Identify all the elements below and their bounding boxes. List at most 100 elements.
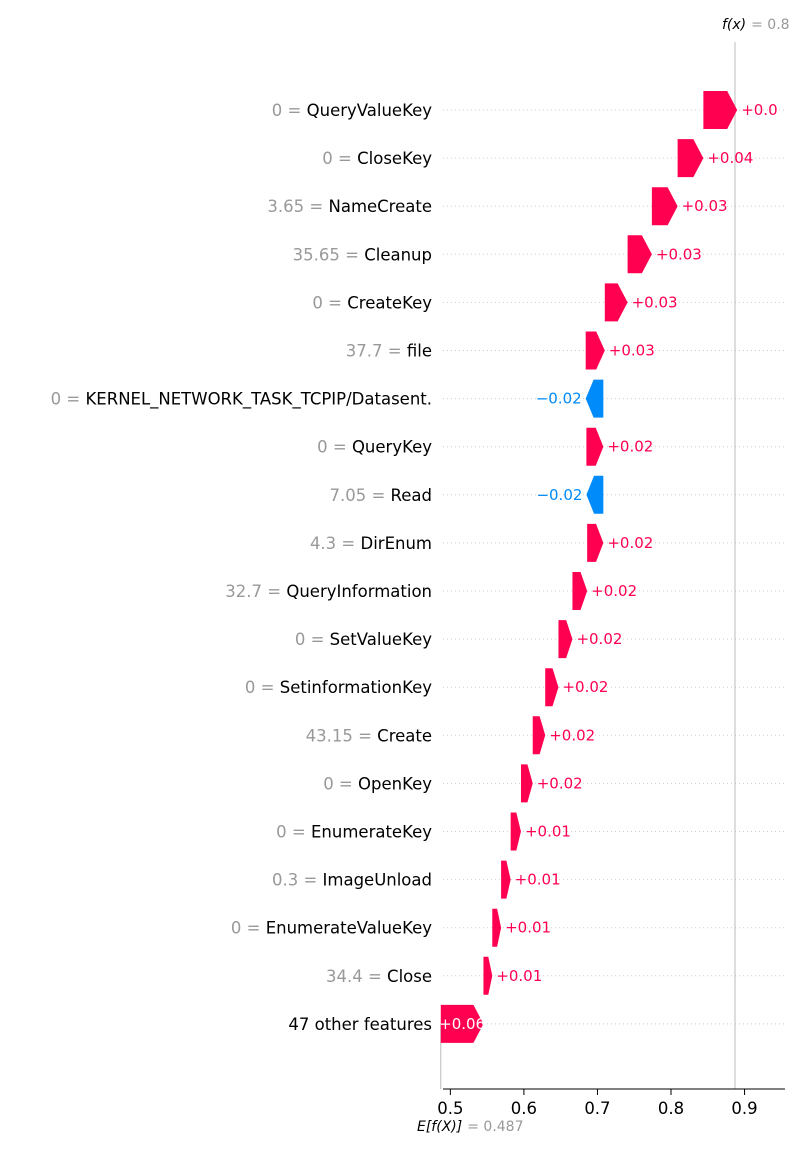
negative-bar <box>585 379 604 418</box>
feature-label: 0 = OpenKey <box>323 774 432 793</box>
feature-label: 0 = EnumerateKey <box>276 823 432 842</box>
feature-value: 0.3 = <box>272 871 323 890</box>
feature-label: 7.05 = Read <box>329 486 432 505</box>
positive-bar <box>586 427 604 466</box>
positive-bar <box>585 331 605 370</box>
feature-value: 0 = <box>312 293 347 312</box>
positive-bar <box>703 91 738 129</box>
feature-value: 35.65 = <box>293 245 365 264</box>
x-tick-label: 0.6 <box>511 1099 537 1118</box>
contribution-label: +0.01 <box>505 919 551 937</box>
contribution-label: +0.04 <box>707 149 753 167</box>
feature-value: 0 = <box>295 630 330 649</box>
feature-name: KERNEL_NETWORK_TASK_TCPIP/Datasent. <box>85 390 432 410</box>
feature-label: 0 = KERNEL_NETWORK_TASK_TCPIP/Datasent. <box>51 390 432 410</box>
positive-bar <box>651 187 678 226</box>
contribution-label: +0.01 <box>515 871 561 889</box>
contribution-label: +0.02 <box>562 678 608 696</box>
contribution-label: +0.0 <box>741 101 777 119</box>
feature-name: 47 other features <box>288 1015 432 1034</box>
feature-name: Close <box>387 967 432 986</box>
positive-bar <box>545 668 559 707</box>
x-tick-label: 0.9 <box>731 1099 757 1118</box>
feature-label: 0 = SetinformationKey <box>245 678 432 697</box>
positive-bar <box>492 908 502 947</box>
feature-name: QueryKey <box>352 438 432 457</box>
feature-name: OpenKey <box>358 774 432 793</box>
contribution-label: −0.02 <box>536 486 582 504</box>
contribution-label: +0.03 <box>632 293 678 311</box>
feature-name: Read <box>391 486 432 505</box>
feature-name: CreateKey <box>347 293 432 312</box>
grid-layer <box>443 109 785 1025</box>
feature-label: 0 = CreateKey <box>312 293 432 312</box>
contribution-label: −0.02 <box>536 390 582 408</box>
positive-bar <box>572 572 588 610</box>
feature-value: 0 = <box>231 919 266 938</box>
contribution-label: +0.02 <box>549 726 595 744</box>
output-label-value: = 0.8 <box>751 17 789 33</box>
feature-name: SetValueKey <box>330 630 433 649</box>
feature-label: 4.3 = DirEnum <box>310 534 432 553</box>
positive-bar <box>587 523 604 562</box>
feature-label: 43.15 = Create <box>306 726 432 745</box>
feature-name: ImageUnload <box>323 871 432 890</box>
positive-bar <box>483 956 493 995</box>
contribution-label: +0.03 <box>656 245 702 263</box>
feature-label: 0 = EnumerateValueKey <box>231 919 432 938</box>
contribution-label: +0.02 <box>591 582 637 600</box>
contribution-label: +0.03 <box>682 197 728 215</box>
feature-value: 0 = <box>245 678 280 697</box>
feature-value: 0 = <box>276 823 311 842</box>
positive-bar <box>510 812 521 851</box>
negative-bar <box>586 475 604 514</box>
feature-value: 32.7 = <box>225 582 286 601</box>
contribution-label: +0.02 <box>537 774 583 792</box>
feature-value: 37.7 = <box>346 342 407 361</box>
feature-name: QueryValueKey <box>307 101 433 120</box>
feature-name: CloseKey <box>357 149 432 168</box>
contribution-label: +0.01 <box>525 823 571 841</box>
feature-name: DirEnum <box>361 534 433 553</box>
feature-name: Create <box>377 726 432 745</box>
bars-layer: +0.0 +0.04 +0.03 +0.03 +0.03 +0.03 −0.02 +0.02 −… <box>439 91 778 1043</box>
positive-bar <box>520 764 533 803</box>
feature-labels-layer: 0 = QueryValueKey 0 = CloseKey 3.65 = Name… <box>51 101 433 1034</box>
feature-value: 0 = <box>51 390 86 409</box>
feature-label: 37.7 = file <box>346 342 432 361</box>
base-value-label: E[f(X)] = 0.487 <box>417 1119 523 1135</box>
positive-bar <box>532 716 546 755</box>
base-label-math: E[f(X)] <box>417 1119 462 1135</box>
annotations-layer: f(x) = 0.8 E[f(X)] = 0.487 <box>417 17 790 1135</box>
feature-value: 0 = <box>323 774 358 793</box>
output-label-math: f(x) <box>722 17 746 33</box>
feature-label: 0.3 = ImageUnload <box>272 871 432 890</box>
feature-value: 4.3 = <box>310 534 361 553</box>
feature-label: 35.65 = Cleanup <box>293 245 432 264</box>
x-tick-label: 0.5 <box>437 1099 463 1118</box>
feature-label: 0 = SetValueKey <box>295 630 432 649</box>
feature-label: 0 = QueryValueKey <box>272 101 432 120</box>
contribution-label: +0.02 <box>607 438 653 456</box>
output-value-label: f(x) = 0.8 <box>722 17 790 33</box>
feature-value: 0 = <box>317 438 352 457</box>
contribution-label: +0.02 <box>576 630 622 648</box>
feature-name: Cleanup <box>364 245 432 264</box>
x-tick-label: 0.8 <box>658 1099 684 1118</box>
positive-bar <box>501 860 511 899</box>
contribution-label: +0.03 <box>609 342 655 360</box>
positive-bar <box>440 1004 484 1043</box>
feature-label: 47 other features <box>288 1015 432 1034</box>
positive-bar <box>627 235 652 274</box>
feature-value: 43.15 = <box>306 726 378 745</box>
base-label-value: = 0.487 <box>467 1119 523 1135</box>
feature-name: EnumerateKey <box>311 823 432 842</box>
feature-name: NameCreate <box>328 197 432 216</box>
feature-name: QueryInformation <box>286 582 432 601</box>
x-axis: 0.5 0.6 0.7 0.8 0.9 <box>437 1088 785 1118</box>
feature-value: 0 = <box>322 149 357 168</box>
contribution-label: +0.06 <box>439 1015 485 1033</box>
feature-value: 3.65 = <box>267 197 328 216</box>
